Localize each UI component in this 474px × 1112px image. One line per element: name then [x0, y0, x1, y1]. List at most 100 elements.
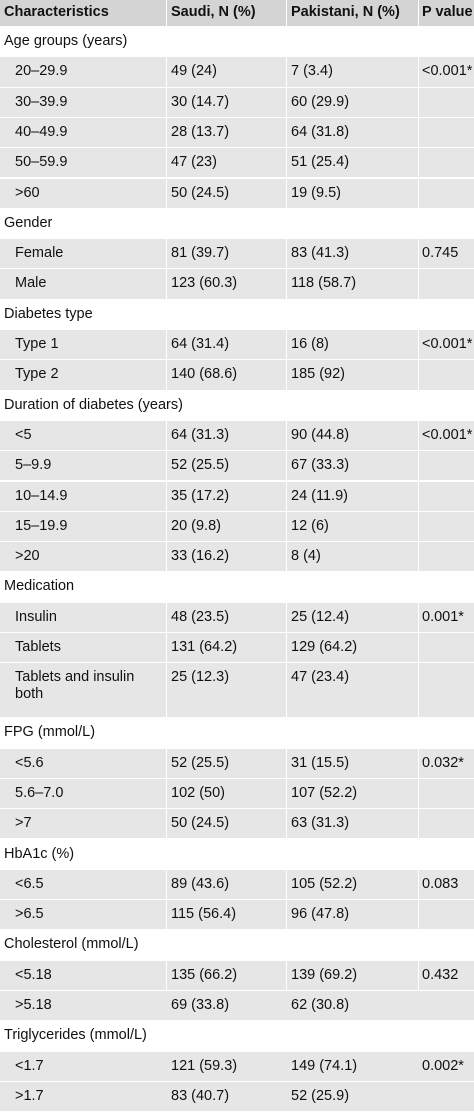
row-divider — [0, 86, 474, 88]
column-divider — [286, 0, 287, 991]
pakistani-value: 139 (69.2) — [291, 966, 358, 983]
table-row: >60 50 (24.5) 19 (9.5) — [0, 178, 474, 208]
pakistani-value: 24 (11.9) — [291, 487, 348, 504]
table-row: >1.7 83 (40.7) 52 (25.9) — [0, 1081, 474, 1112]
row-divider — [0, 510, 474, 512]
p-value: 0.745 — [422, 245, 459, 262]
row-divider — [0, 359, 474, 361]
row-label: <5.18 — [15, 966, 52, 983]
row-divider — [0, 419, 474, 421]
saudi-value: 140 (68.6) — [171, 366, 238, 383]
row-divider — [0, 298, 474, 300]
row-divider — [0, 632, 474, 633]
saudi-value: 69 (33.8) — [171, 997, 230, 1013]
table-row: 50–59.9 47 (23) 51 (25.4) — [0, 148, 474, 178]
pakistani-value: 25 (12.4) — [291, 608, 350, 625]
row-label: <5.6 — [15, 754, 44, 771]
row-label: >7 — [15, 815, 32, 832]
p-value: <0.001* — [422, 336, 473, 352]
group-label: Triglycerides (mmol/L) — [4, 1027, 147, 1044]
saudi-value: 20 (9.8) — [171, 517, 221, 534]
header-pakistani: Pakistani, N (%) — [291, 4, 400, 20]
row-label: 20–29.9 — [15, 63, 68, 80]
saudi-value: 135 (66.2) — [171, 966, 238, 983]
pakistani-value: 16 (8) — [291, 336, 329, 352]
row-label: Female — [15, 245, 64, 262]
table-row: >7 50 (24.5) 63 (31.3) — [0, 809, 474, 839]
row-divider — [0, 1020, 474, 1022]
pakistani-value: 19 (9.5) — [291, 184, 341, 201]
group-row: Medication — [0, 572, 474, 601]
table-row: Female 81 (39.7) 83 (41.3) 0.745 — [0, 239, 474, 269]
saudi-value: 25 (12.3) — [171, 669, 230, 686]
row-label: <6.5 — [15, 875, 44, 892]
group-row: Duration of diabetes (years) — [0, 391, 474, 420]
header-characteristics: Characteristics — [4, 4, 109, 20]
saudi-value: 35 (17.2) — [171, 487, 230, 504]
table-row: >6.5 115 (56.4) 96 (47.8) — [0, 900, 474, 930]
group-label: Age groups (years) — [4, 33, 128, 49]
row-divider — [0, 808, 474, 810]
group-row: FPG (mmol/L) — [0, 718, 474, 747]
pakistani-value: 63 (31.3) — [291, 815, 350, 832]
group-label: Medication — [4, 578, 75, 595]
row-label: 30–39.9 — [15, 93, 68, 110]
group-label: Duration of diabetes (years) — [4, 396, 183, 413]
saudi-value: 30 (14.7) — [171, 93, 230, 110]
pakistani-value: 83 (41.3) — [291, 245, 350, 262]
p-value: 0.032* — [422, 754, 464, 771]
row-label: Tablets and insulin both — [15, 669, 135, 703]
table-header-row: Characteristics Saudi, N (%) Pakistani, … — [0, 0, 474, 26]
pakistani-value: 90 (44.8) — [291, 426, 350, 443]
saudi-value: 64 (31.3) — [171, 426, 230, 443]
row-label: Type 1 — [15, 336, 59, 352]
saudi-value: 89 (43.6) — [171, 875, 230, 892]
saudi-value: 50 (24.5) — [171, 184, 230, 201]
row-label: >60 — [15, 184, 40, 201]
table-row: <5.6 52 (25.5) 31 (15.5) 0.032* — [0, 748, 474, 778]
p-value: <0.001* — [422, 63, 473, 80]
table-row: 10–14.9 35 (17.2) 24 (11.9) — [0, 481, 474, 511]
row-divider — [0, 268, 474, 270]
pakistani-value: 8 (4) — [291, 548, 321, 565]
pakistani-value: 67 (33.3) — [291, 457, 350, 474]
saudi-value: 64 (31.4) — [171, 336, 230, 352]
table-row: 40–49.9 28 (13.7) 64 (31.8) — [0, 117, 474, 148]
group-row: Triglycerides (mmol/L) — [0, 1021, 474, 1050]
row-divider — [0, 541, 474, 543]
saudi-value: 49 (24) — [171, 63, 217, 80]
row-label: 5.6–7.0 — [15, 784, 64, 801]
row-divider — [0, 717, 474, 719]
row-divider — [0, 177, 474, 179]
group-row: Age groups (years) — [0, 27, 474, 56]
table-row: Type 1 64 (31.4) 16 (8) <0.001* — [0, 330, 474, 360]
p-value: 0.432 — [422, 966, 459, 983]
p-value: 0.001* — [422, 608, 464, 625]
saudi-value: 83 (40.7) — [171, 1087, 230, 1104]
saudi-value: 50 (24.5) — [171, 815, 230, 832]
header-pvalue: P value — [422, 4, 473, 20]
p-value: 0.083 — [422, 875, 459, 892]
table-row: <5 64 (31.3) 90 (44.8) <0.001* — [0, 420, 474, 451]
row-divider — [0, 147, 474, 149]
saudi-value: 131 (64.2) — [171, 639, 238, 655]
table-row: 5.6–7.0 102 (50) 107 (52.2) — [0, 778, 474, 809]
pakistani-value: 7 (3.4) — [291, 63, 333, 80]
group-label: Cholesterol (mmol/L) — [4, 936, 139, 953]
row-divider — [0, 571, 474, 573]
table-row: Tablets 131 (64.2) 129 (64.2) — [0, 633, 474, 663]
row-divider — [0, 389, 474, 391]
pakistani-value: 105 (52.2) — [291, 875, 358, 892]
table-row: <1.7 121 (59.3) 149 (74.1) 0.002* — [0, 1051, 474, 1081]
row-divider — [0, 207, 474, 209]
row-divider — [0, 56, 474, 58]
table-row: 5–9.9 52 (25.5) 67 (33.3) — [0, 451, 474, 481]
row-label: 10–14.9 — [15, 487, 68, 504]
saudi-value: 48 (23.5) — [171, 608, 230, 625]
row-divider — [0, 116, 474, 118]
group-row: Cholesterol (mmol/L) — [0, 930, 474, 959]
table-row: >5.18 69 (33.8) 62 (30.8) — [0, 991, 474, 1021]
row-label: <5 — [15, 426, 32, 443]
row-divider — [0, 838, 474, 840]
